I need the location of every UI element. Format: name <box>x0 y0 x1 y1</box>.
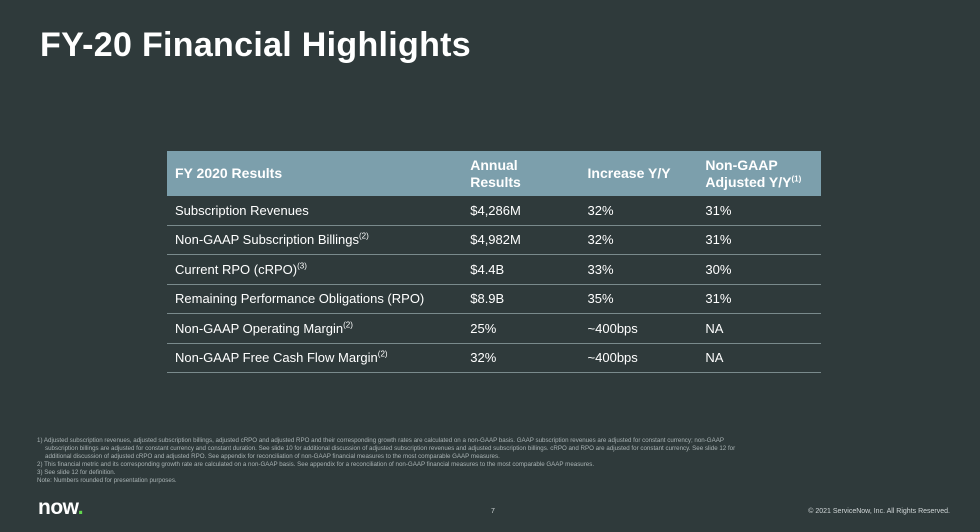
table-header-row: FY 2020 Results Annual Results Increase … <box>167 151 821 196</box>
header-increase-yy: Increase Y/Y <box>579 151 698 196</box>
metric-cell: Subscription Revenues <box>167 196 463 226</box>
footnote-ref: (2) <box>343 320 353 330</box>
increase-cell: 32% <box>579 196 698 226</box>
metric-cell: Non-GAAP Operating Margin(2) <box>167 313 463 344</box>
metric-label: Non-GAAP Subscription Billings <box>175 232 360 248</box>
footnote-1c: additional discussion of adjusted cRPO a… <box>45 452 500 460</box>
footnote-ref: (2) <box>377 349 388 359</box>
financial-results-table: FY 2020 Results Annual Results Increase … <box>167 151 821 373</box>
page-number: 7 <box>491 508 495 515</box>
annual-results-cell: $4,286M <box>462 196 580 226</box>
metric-cell: Current RPO (cRPO)(3) <box>167 254 463 285</box>
table-row: Non-GAAP Free Cash Flow Margin(2) 32% ~4… <box>167 343 821 373</box>
increase-cell: 35% <box>579 284 698 314</box>
footnote-1b: subscription billings are adjusted for c… <box>45 444 736 452</box>
table-row: Current RPO (cRPO)(3) $4.4B 33% 30% <box>167 254 821 285</box>
footnote-2: 2) This financial metric and its corresp… <box>37 460 595 468</box>
metric-label: Non-GAAP Operating Margin <box>175 320 344 336</box>
logo-dot: . <box>77 496 84 519</box>
copyright-notice: © 2021 ServiceNow, Inc. All Rights Reser… <box>808 508 950 515</box>
footnote-ref: (3) <box>297 261 307 271</box>
metric-cell: Non-GAAP Subscription Billings(2) <box>167 225 463 255</box>
increase-cell: 33% <box>579 254 698 285</box>
header-adjusted-line2: Adjusted Y/Y <box>705 173 792 190</box>
header-adjusted-line1: Non-GAAP <box>705 156 778 173</box>
annual-results-cell: 25% <box>462 313 580 344</box>
footnote-note: Note: Numbers rounded for presentation p… <box>37 476 177 484</box>
footnote-ref: (2) <box>359 231 369 241</box>
adjusted-cell: 30% <box>697 254 821 285</box>
footnote-3: 3) See slide 12 for definition. <box>37 468 116 476</box>
increase-cell: ~400bps <box>579 313 698 344</box>
footnote-1a: 1) Adjusted subscription revenues, adjus… <box>37 437 724 444</box>
adjusted-cell: 31% <box>697 196 821 226</box>
header-non-gaap-adjusted: Non-GAAP Adjusted Y/Y(1) <box>697 151 821 196</box>
metric-label: Remaining Performance Obligations (RPO) <box>175 291 425 307</box>
annual-results-cell: 32% <box>462 343 580 373</box>
header-fy2020-results: FY 2020 Results <box>167 151 463 196</box>
footnote-ref: (1) <box>791 173 802 183</box>
slide-title: FY-20 Financial Highlights <box>40 26 471 64</box>
adjusted-cell: 31% <box>697 225 821 255</box>
footnotes: 1) Adjusted subscription revenues, adjus… <box>37 437 947 484</box>
table-row: Remaining Performance Obligations (RPO) … <box>167 284 821 314</box>
metric-cell: Remaining Performance Obligations (RPO) <box>167 284 463 314</box>
metric-cell: Non-GAAP Free Cash Flow Margin(2) <box>167 343 463 373</box>
annual-results-cell: $4,982M <box>462 225 580 255</box>
header-annual-results: Annual Results <box>462 151 580 196</box>
adjusted-cell: NA <box>697 313 821 344</box>
metric-label: Current RPO (cRPO) <box>175 261 298 277</box>
table-row: Non-GAAP Subscription Billings(2) $4,982… <box>167 225 821 255</box>
adjusted-cell: NA <box>697 343 821 373</box>
logo-wordmark: now <box>38 496 78 519</box>
increase-cell: ~400bps <box>579 343 698 373</box>
increase-cell: 32% <box>579 225 698 255</box>
annual-results-cell: $4.4B <box>462 254 580 285</box>
table-row: Non-GAAP Operating Margin(2) 25% ~400bps… <box>167 313 821 344</box>
table-row: Subscription Revenues $4,286M 32% 31% <box>167 196 821 226</box>
annual-results-cell: $8.9B <box>462 284 580 314</box>
metric-label: Subscription Revenues <box>175 202 309 218</box>
adjusted-cell: 31% <box>697 284 821 314</box>
metric-label: Non-GAAP Free Cash Flow Margin <box>175 350 378 366</box>
servicenow-logo: now. <box>38 496 84 520</box>
